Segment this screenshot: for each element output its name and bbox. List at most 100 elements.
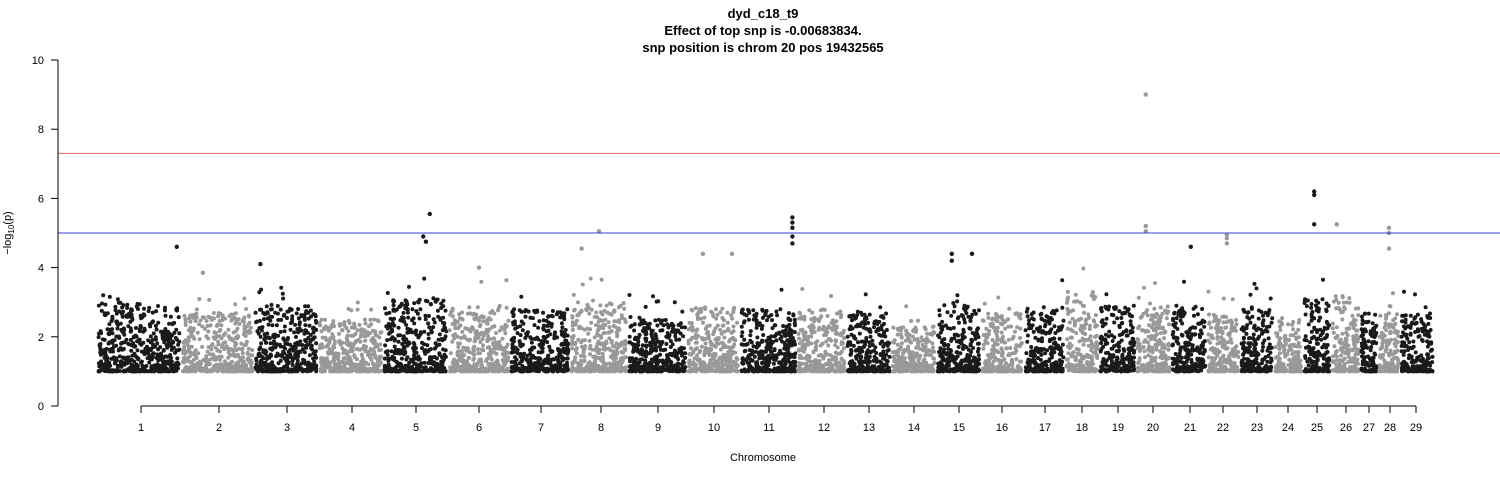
snp-point: [392, 355, 397, 360]
snp-point: [161, 361, 166, 366]
snp-point: [741, 361, 746, 366]
snp-point: [547, 358, 552, 363]
snp-point: [141, 340, 146, 345]
snp-point: [433, 341, 438, 346]
snp-point: [917, 356, 922, 361]
snp-point: [343, 361, 348, 366]
snp-point: [362, 317, 367, 322]
snp-point: [122, 340, 127, 345]
snp-point: [763, 313, 768, 318]
snp-point: [279, 317, 284, 322]
snp-point: [403, 306, 408, 311]
snp-point: [293, 352, 298, 357]
snp-point: [410, 307, 415, 312]
snp-point: [590, 347, 595, 352]
snp-point: [845, 334, 850, 339]
snp-point: [822, 354, 827, 359]
snp-point: [856, 340, 860, 345]
snp-point: [748, 338, 753, 343]
snp-point: [774, 367, 779, 372]
snp-point: [412, 321, 417, 326]
snp-point: [221, 369, 226, 374]
snp-point: [404, 322, 409, 327]
snp-point: [134, 362, 139, 367]
snp-point: [539, 350, 544, 355]
snp-point: [113, 357, 118, 362]
snp-point: [492, 311, 497, 316]
snp-point: [172, 330, 177, 335]
snp-point: [554, 312, 559, 317]
snp-point: [477, 324, 482, 329]
snp-point: [703, 341, 708, 346]
snp-point: [883, 334, 888, 339]
snp-point: [682, 346, 686, 351]
snp-point: [198, 359, 203, 364]
snp-point: [812, 316, 817, 320]
snp-point: [235, 326, 240, 331]
snp-point: [456, 349, 460, 354]
snp-point: [242, 366, 247, 371]
snp-point: [565, 363, 570, 368]
snp-point: [519, 294, 524, 299]
snp-point: [585, 302, 590, 307]
snp-point: [579, 340, 584, 345]
snp-point: [392, 338, 397, 343]
snp-point: [101, 293, 106, 298]
snp-point: [390, 335, 395, 340]
snp-point: [653, 368, 658, 373]
snp-point: [460, 329, 465, 334]
snp-point: [325, 343, 330, 348]
snp-point: [854, 315, 859, 320]
snp-point: [655, 323, 660, 328]
snp-point: [788, 318, 793, 322]
snp-point: [796, 331, 801, 336]
snp-point: [867, 359, 872, 364]
snp-point: [833, 326, 838, 331]
snp-point: [510, 345, 515, 350]
snp-point: [517, 308, 522, 313]
snp-point: [208, 323, 213, 328]
snp-point: [598, 342, 603, 347]
snp-point: [217, 354, 222, 359]
snp-point: [670, 369, 675, 374]
snp-point: [176, 366, 180, 371]
snp-point: [800, 356, 805, 361]
snp-point: [177, 331, 182, 336]
snp-point: [188, 314, 192, 318]
snp-point: [407, 284, 411, 289]
snp-point: [862, 312, 867, 317]
snp-point: [173, 336, 178, 340]
snp-point: [570, 362, 575, 367]
snp-point: [425, 343, 430, 348]
snp-point: [276, 361, 281, 366]
snp-point: [597, 317, 602, 322]
snp-point: [370, 361, 375, 366]
snp-point: [600, 351, 605, 356]
snp-point: [529, 340, 534, 345]
snp-point: [266, 335, 271, 340]
snp-point: [848, 327, 853, 331]
snp-point: [695, 346, 699, 351]
snp-point: [763, 349, 768, 354]
snp-point: [100, 351, 105, 356]
snp-point: [690, 325, 695, 330]
snp-point: [754, 318, 759, 323]
snp-point: [115, 369, 120, 374]
snp-point: [286, 355, 291, 360]
snp-point: [442, 324, 447, 329]
snp-point: [216, 311, 221, 316]
snp-point: [452, 357, 457, 362]
snp-point: [755, 335, 760, 340]
snp-point: [383, 343, 388, 348]
snp-point: [914, 345, 919, 350]
snp-point: [599, 324, 604, 329]
snp-point: [842, 359, 846, 364]
snp-point: [765, 354, 770, 359]
snp-point: [515, 351, 520, 356]
snp-point: [836, 369, 841, 374]
snp-point: [460, 310, 465, 315]
snp-point: [398, 333, 403, 338]
snp-point: [801, 342, 806, 347]
snp-point: [715, 312, 720, 317]
snp-point: [311, 330, 316, 335]
